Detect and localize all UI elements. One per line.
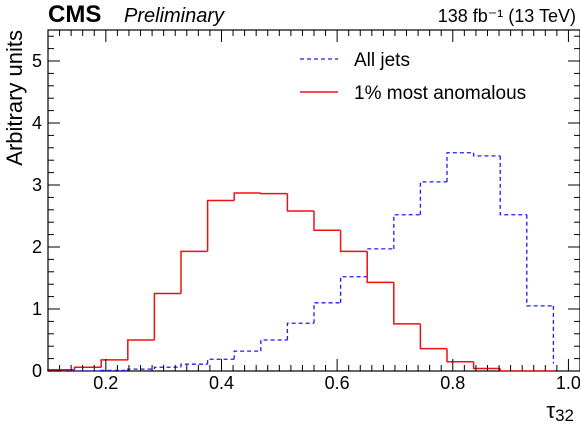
histogram-bin [341,277,368,303]
histogram-bin [287,194,314,211]
series-all-jets [48,153,553,371]
histogram-bin [341,230,368,251]
histogram-bin [447,153,474,182]
series-anomalous [48,193,553,371]
legend: All jets 1% most anomalous [300,50,526,104]
histogram-bin [154,367,181,369]
histogram-bin [261,340,288,351]
histogram-bin [500,156,527,215]
status-label: Preliminary [124,5,225,27]
series-layer [48,153,553,371]
x-tick-label: 0.6 [325,373,350,393]
y-axis-title: Arbitrary units [2,30,27,166]
histogram-bin [181,364,208,367]
histogram-bin [128,340,155,360]
histogram-bin [394,215,421,249]
histogram-bin [208,359,235,364]
histogram-bin [75,367,102,369]
histogram-bin [261,193,288,194]
x-tick-label: 0.2 [93,373,118,393]
histogram-bin [500,369,527,371]
x-axis-title: τ32 [546,398,574,424]
histogram-bin [367,249,394,277]
histogram-bin [474,153,501,156]
histogram-bin [234,351,261,359]
histogram-bin [314,211,341,230]
y-tick-label: 2 [32,237,42,257]
x-axis-subscript: 32 [555,406,574,424]
histogram-bin [420,324,447,349]
histogram-bin [287,323,314,340]
histogram-bin [154,294,181,341]
histogram-bin [474,362,501,369]
histogram-bin [527,215,554,306]
histogram-bin [420,182,447,215]
legend-label-anomalous: 1% most anomalous [354,83,526,104]
histogram-bin [128,369,155,370]
histogram-bin [314,303,341,323]
histogram-bin [367,251,394,282]
y-tick-label: 0 [32,361,42,381]
histogram-bin [447,349,474,362]
x-axis-symbol: τ [546,398,555,423]
histogram-bin [234,193,261,200]
y-tick-label: 5 [32,51,42,71]
x-tick-label: 0.8 [440,373,465,393]
experiment-label: CMS [48,1,101,28]
y-tick-label: 3 [32,175,42,195]
x-tick-label: 0.4 [209,373,234,393]
y-tick-label: 1 [32,299,42,319]
luminosity-label: 138 fb⁻¹ (13 TeV) [438,6,576,26]
histogram-bin [394,282,421,324]
y-tick-label: 4 [32,113,42,133]
histogram-bin [208,201,235,252]
x-tick-label: 1.0 [556,373,580,393]
legend-label-all-jets: All jets [354,50,410,71]
histogram-bin [181,251,208,293]
histogram-bin [101,360,128,367]
